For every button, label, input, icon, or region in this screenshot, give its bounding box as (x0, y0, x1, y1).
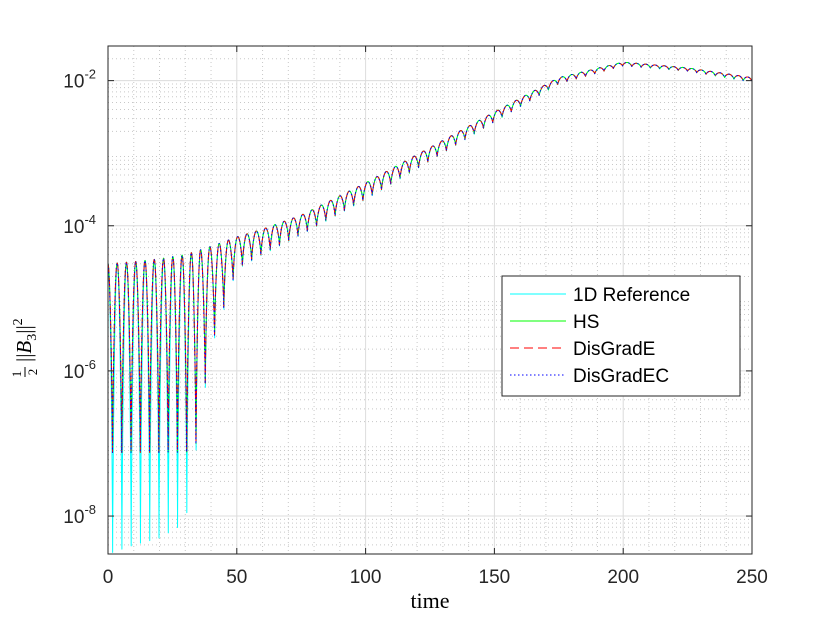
y-title-fraction-num: 1 (9, 371, 24, 378)
legend-label: DisGradEC (573, 366, 669, 387)
y-title-norm-close: || (12, 325, 36, 333)
legend-box (501, 275, 741, 397)
x-axis-title: time (410, 588, 449, 613)
series-line-disgrade (108, 61, 752, 453)
svg-text:1 2: 1 2 (8, 367, 40, 378)
y-title-superscript: 2 (11, 318, 26, 325)
x-axis: 0 50 100 150 200 250 (103, 46, 768, 588)
legend-label: 1D Reference (573, 285, 690, 306)
y-title-fraction-den: 2 (25, 369, 40, 376)
legend-label: HS (573, 312, 599, 333)
x-tick-label: 200 (607, 567, 639, 588)
y-title-variable: B (12, 341, 36, 354)
y-tick-label: 10-4 (63, 212, 96, 238)
x-tick-label: 0 (103, 567, 114, 588)
plot-frame (107, 45, 753, 555)
y-tick-label: 10-8 (63, 502, 96, 528)
legend: 1D Reference HS DisGradE DisGradEC (501, 275, 741, 397)
series-layer (108, 61, 752, 553)
x-tick-label: 100 (350, 567, 382, 588)
y-axis: 10-8 10-6 10-4 10-2 (63, 67, 752, 528)
x-tick-label: 250 (736, 567, 768, 588)
x-tick-label: 50 (226, 567, 247, 588)
y-tick-label: 10-6 (63, 357, 96, 383)
y-tick-label: 10-2 (63, 67, 96, 93)
legend-label: DisGradE (573, 339, 655, 360)
svg-text:||B3||2: ||B3||2 (11, 318, 40, 362)
y-title-norm-open: || (12, 354, 36, 362)
y-axis-title: 1 2 ||B3||2 (8, 318, 40, 378)
y-title-subscript: 3 (25, 334, 40, 341)
x-tick-label: 150 (479, 567, 511, 588)
